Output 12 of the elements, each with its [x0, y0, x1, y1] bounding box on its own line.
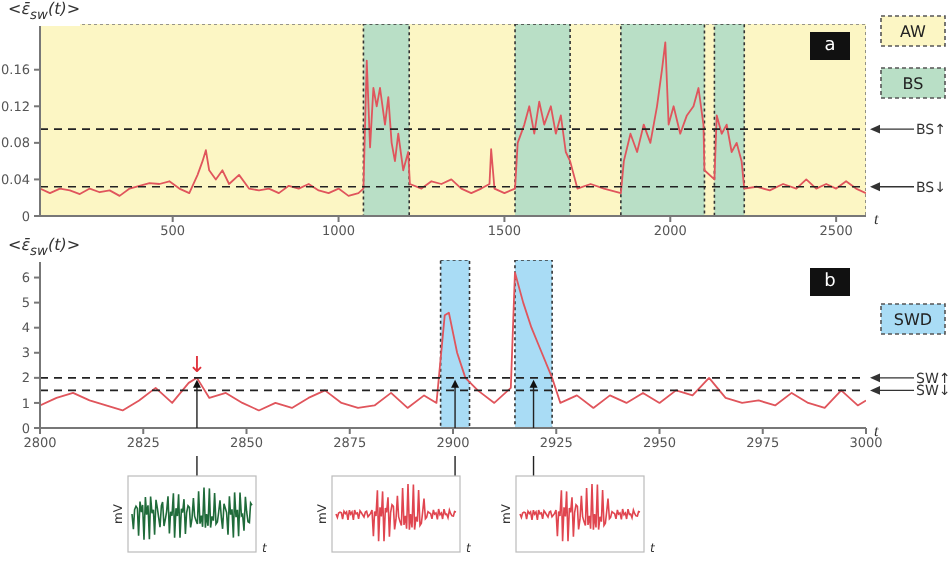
annotation: ↓	[187, 351, 207, 378]
line-series	[40, 41, 866, 197]
annotation: b	[810, 268, 850, 296]
key-box: SWD	[880, 303, 946, 335]
line-series	[40, 271, 866, 412]
x-axis-title: t	[874, 209, 880, 228]
key-box: BS	[880, 67, 946, 99]
annotation: a	[810, 32, 850, 60]
y-axis-title: <ε̄$_{sw}$(t)>	[8, 0, 81, 26]
x-axis-title: t	[874, 421, 880, 440]
key-box: AW	[880, 15, 946, 47]
y-axis-title: <ε̄$_{sw}$(t)>	[8, 236, 81, 262]
